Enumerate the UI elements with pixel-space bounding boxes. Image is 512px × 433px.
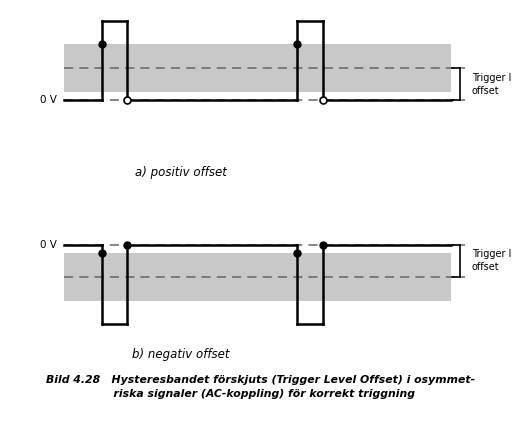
Text: 0 V: 0 V	[40, 95, 57, 105]
Bar	[65, 253, 451, 301]
Text: 0 V: 0 V	[40, 239, 57, 250]
Text: Trigger level
offset: Trigger level offset	[472, 249, 512, 272]
Text: b) negativ offset: b) negativ offset	[132, 348, 229, 361]
Bar	[65, 44, 451, 92]
Text: a) positiv offset: a) positiv offset	[135, 166, 227, 179]
Text: Bild 4.28   Hysteresbandet förskjuts (Trigger Level Offset) i osymmet-
         : Bild 4.28 Hysteresbandet förskjuts (Trig…	[46, 375, 475, 399]
Text: Trigger level
offset: Trigger level offset	[472, 73, 512, 96]
